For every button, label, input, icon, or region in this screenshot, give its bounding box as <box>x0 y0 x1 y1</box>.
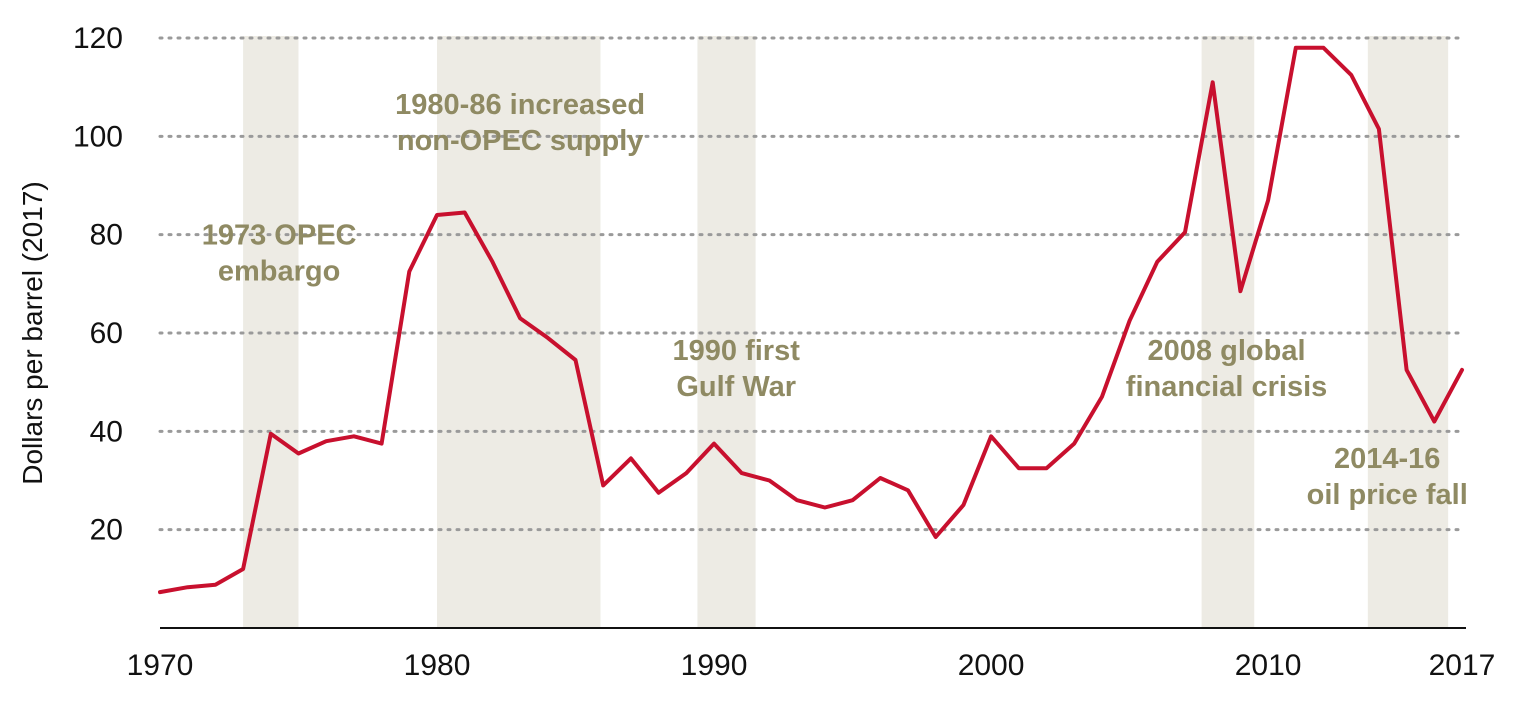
annotation-text: 1990 first <box>673 335 801 367</box>
annotation-text: non-OPEC supply <box>397 125 644 157</box>
annotation-4: 2014-16 oil price fall <box>1307 443 1468 511</box>
annotation-3: 2008 global financial crisis <box>1126 335 1328 403</box>
y-tick-label: 60 <box>90 317 123 350</box>
y-tick-label: 80 <box>90 219 123 252</box>
x-tick-label: 2017 <box>1429 649 1496 682</box>
series-line-0 <box>158 45 1464 595</box>
annotation-2: 1990 first Gulf War <box>673 335 801 403</box>
annotation-0: 1973 OPEC embargo <box>202 220 357 288</box>
annotation-text: Gulf War <box>676 371 796 403</box>
gridlines <box>158 36 1464 532</box>
annotation-text: 1973 OPEC <box>202 220 357 252</box>
series-group <box>158 45 1464 595</box>
x-tick-label: 1970 <box>127 649 194 682</box>
x-tick-label: 1980 <box>404 649 471 682</box>
annotation-text: 1980-86 increased <box>395 89 645 121</box>
annotation-text: 2014-16 <box>1334 443 1440 475</box>
annotation-text: oil price fall <box>1307 479 1468 511</box>
y-tick-label: 100 <box>73 120 123 153</box>
annotation-1: 1980-86 increased non-OPEC supply <box>395 89 645 157</box>
x-tick-label: 2010 <box>1235 649 1302 682</box>
annotation-text: 2008 global <box>1148 335 1306 367</box>
y-tick-label: 120 <box>73 22 123 55</box>
y-tick-label: 20 <box>90 514 123 547</box>
y-tick-labels: 20 40 60 80 100 120 <box>73 22 123 547</box>
x-tick-labels: 1970 1980 1990 2000 2010 2017 <box>127 649 1496 682</box>
y-axis-title: Dollars per barrel (2017) <box>17 181 48 484</box>
shaded-period-3 <box>1201 36 1255 628</box>
y-tick-label: 40 <box>90 415 123 448</box>
shaded-period-4 <box>1367 36 1449 628</box>
annotations: 1973 OPEC embargo 1980-86 increased non-OPE… <box>202 89 1468 511</box>
x-tick-label: 2000 <box>958 649 1025 682</box>
annotation-text: financial crisis <box>1126 371 1328 403</box>
x-tick-label: 1990 <box>681 649 748 682</box>
annotation-text: embargo <box>218 256 340 288</box>
